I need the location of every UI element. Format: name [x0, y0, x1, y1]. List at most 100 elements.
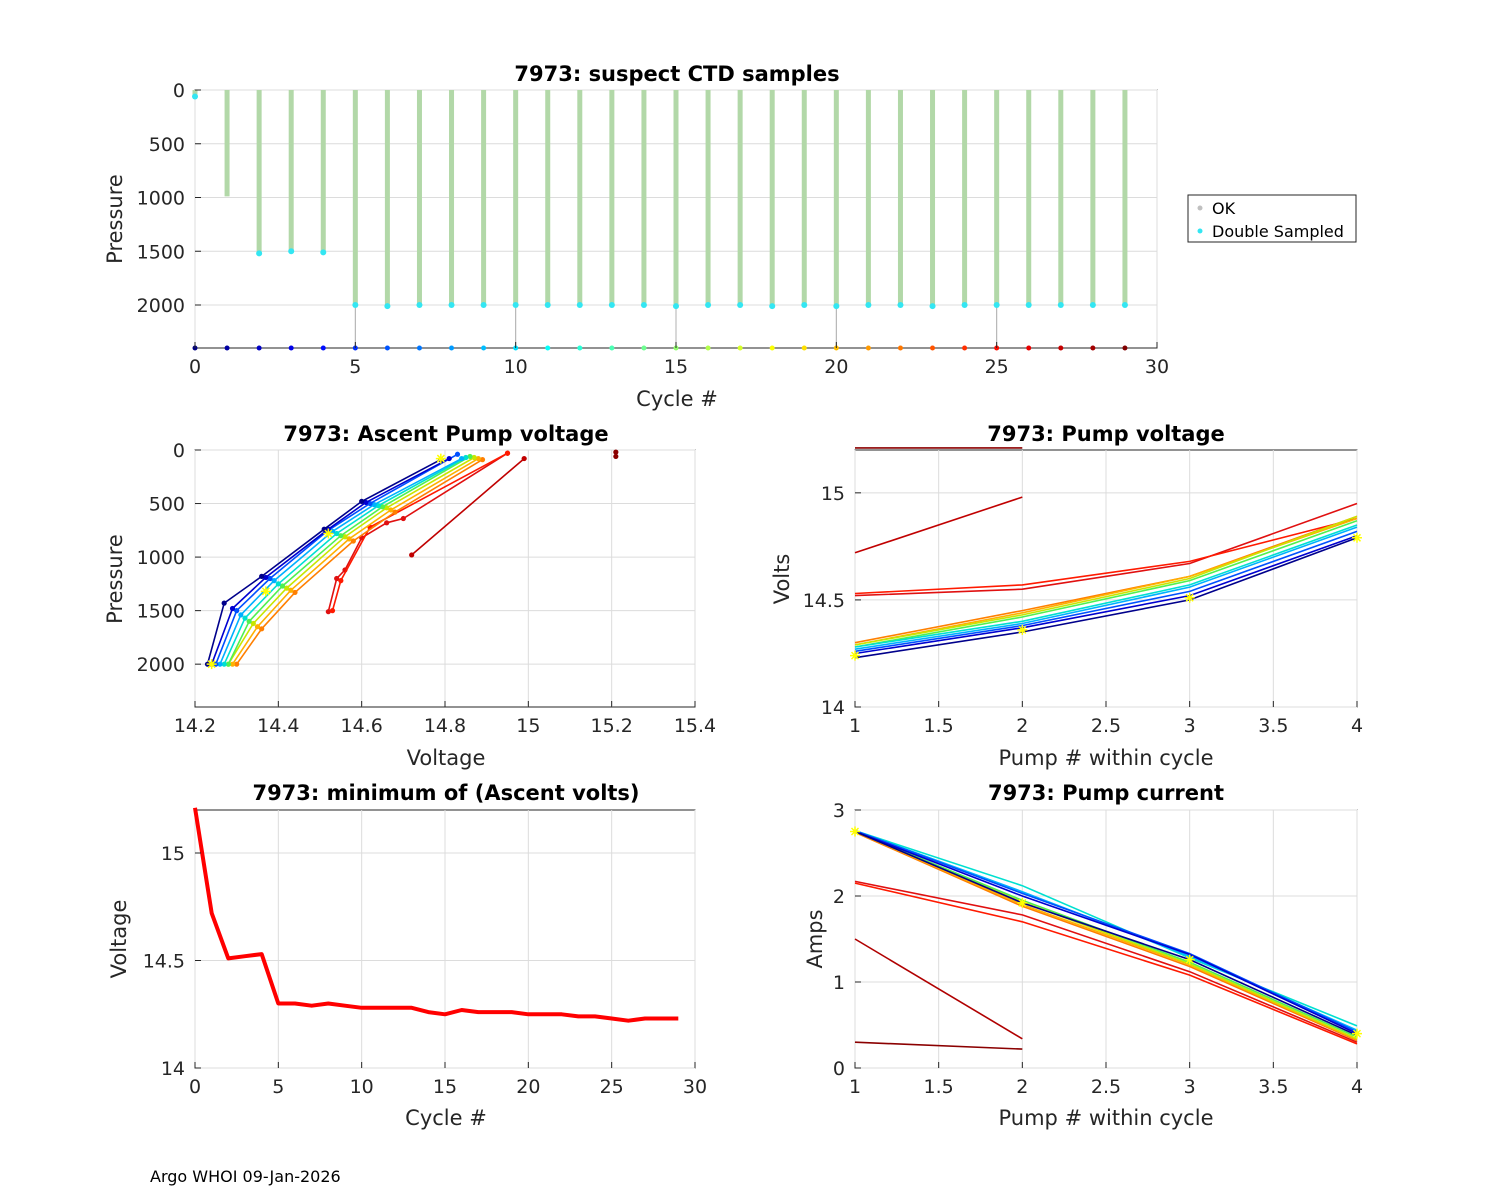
ascent-marks: [204, 449, 619, 670]
ctd-y-tick-label: 0: [173, 80, 185, 102]
min-ascent-marks: [193, 807, 679, 1023]
double-sampled-point: [608, 302, 615, 308]
pump-voltage-x-tick-label: 4: [1351, 715, 1363, 737]
ascent-y-tick-label: 0: [173, 440, 185, 462]
ascent-series-point: [471, 454, 477, 461]
ascent-series-point: [446, 455, 452, 462]
pump-voltage-panel: 1 1.5 2 2.5 3 3.5 4 14 14.5 15 7973: Pump voltag…: [770, 422, 1363, 770]
ctd-x-tick-label: 30: [1145, 356, 1169, 378]
min-ascent-y-tick-label: 14: [161, 1058, 185, 1080]
cycle-color-marker: [384, 345, 390, 351]
pump-voltage-x-ticks: 1 1.5 2 2.5 3 3.5 4: [849, 701, 1363, 737]
ctd-legend: OK Double Sampled: [1187, 194, 1357, 243]
ascent-x-tick-label: 14.4: [257, 715, 299, 737]
cycle-color-marker: [256, 345, 262, 351]
ctd-marks: [192, 90, 1128, 351]
cycle-color-marker: [1058, 345, 1064, 351]
ascent-series-point: [229, 661, 236, 667]
pump-voltage-x-tick-label: 2.5: [1091, 715, 1121, 737]
ascent-series-point: [371, 502, 377, 508]
ascent-y-tick-label: 500: [149, 494, 185, 516]
double-sampled-point: [673, 303, 679, 310]
pump-voltage-series-line: [854, 537, 1358, 659]
pump-current-series-line: [854, 829, 1358, 1033]
ascent-series-line: [215, 453, 458, 665]
ascent-series-point: [409, 552, 415, 558]
cycle-color-marker: [416, 345, 422, 351]
ascent-series-point: [238, 612, 244, 618]
ascent-series-point: [375, 503, 381, 509]
pump-current-chart-title: 7973: Pump current: [988, 781, 1224, 805]
double-sampled-point: [705, 302, 712, 308]
cycle-color-marker: [801, 345, 807, 351]
ctd-y-axis-label: Pressure: [103, 174, 127, 264]
min-ascent-y-tick-label: 15: [161, 843, 185, 865]
pump-current-x-ticks: 1 1.5 2 2.5 3 3.5 4: [849, 1062, 1363, 1098]
ctd-samples-panel: 0 5 10 15 20 25 30 0 500 1000 1500 2000 7973: susp…: [103, 62, 1357, 411]
double-sampled-point: [801, 302, 808, 308]
pump-current-series-line: [854, 938, 1023, 1040]
cycle-color-marker: [705, 345, 711, 351]
pump-current-y-ticks: 0 1 2 3: [833, 800, 861, 1080]
pump-current-y-axis-label: Amps: [803, 909, 827, 968]
min-ascent-series-line: [193, 807, 679, 1023]
ctd-x-tick-label: 25: [985, 356, 1009, 378]
double-sampled-point: [833, 303, 840, 310]
ascent-y-ticks: 0 500 1000 1500 2000: [137, 440, 201, 676]
ctd-y-ticks: 0 500 1000 1500 2000: [137, 80, 201, 317]
ascent-series-point: [217, 661, 223, 667]
min-ascent-x-tick-label: 15: [433, 1076, 457, 1098]
ascent-series-point: [400, 515, 406, 522]
ascent-series-point: [267, 575, 273, 582]
ascent-series-point: [263, 574, 269, 581]
ascent-series-line: [223, 456, 467, 665]
pump-voltage-x-tick-label: 3.5: [1258, 715, 1288, 737]
ctd-x-tick-label: 0: [189, 356, 201, 378]
ascent-series-line: [236, 458, 483, 665]
pump-voltage-y-tick-label: 15: [821, 483, 845, 505]
legend-double-sampled-marker: [1197, 228, 1203, 234]
pump-voltage-x-tick-label: 3: [1184, 715, 1196, 737]
double-sampled-point: [865, 302, 872, 308]
pump-current-highlight-marker: [1017, 897, 1028, 908]
ascent-series-point: [284, 585, 290, 591]
ascent-series-point: [479, 457, 486, 463]
ascent-series-point: [392, 509, 398, 515]
ctd-y-tick-label: 1500: [137, 241, 185, 263]
double-sampled-point: [320, 249, 327, 256]
ascent-series-point: [346, 536, 352, 542]
ascent-series-point: [504, 450, 511, 456]
pump-current-grid: [854, 809, 1358, 1069]
cycle-color-marker: [737, 345, 743, 351]
ascent-x-tick-label: 15.4: [674, 715, 716, 737]
ascent-series-point: [334, 575, 340, 582]
ascent-y-axis-label: Pressure: [103, 534, 127, 624]
pump-current-x-axis-label: Pump # within cycle: [999, 1106, 1214, 1130]
cycle-color-marker: [962, 345, 968, 351]
ascent-series-point: [367, 500, 373, 507]
pump-current-y-tick-label: 3: [833, 800, 845, 822]
min-ascent-x-tick-label: 0: [189, 1076, 201, 1098]
pump-current-marks: [850, 826, 1362, 1050]
double-sampled-point: [1121, 302, 1128, 308]
ctd-y-tick-label: 1000: [137, 188, 185, 210]
double-sampled-point: [1025, 302, 1032, 308]
pump-voltage-series-line: [854, 519, 1358, 648]
ascent-series-point: [329, 608, 336, 614]
legend-ok-label: OK: [1212, 199, 1236, 218]
ascent-series-point: [459, 455, 465, 462]
ascent-x-tick-label: 14.2: [174, 715, 216, 737]
pump-voltage-series-line: [854, 496, 1023, 554]
ascent-x-ticks: 14.2 14.4 14.6 14.8 15 15.2 15.4: [174, 701, 716, 737]
pump-voltage-x-axis-label: Pump # within cycle: [999, 746, 1214, 770]
ctd-x-tick-label: 10: [504, 356, 528, 378]
cycle-color-marker: [930, 345, 936, 351]
double-sampled-point: [288, 248, 295, 255]
ascent-series-point: [363, 499, 369, 506]
cycle-color-marker: [609, 345, 615, 351]
ascent-series-point: [234, 608, 240, 614]
ascent-y-tick-label: 2000: [137, 654, 185, 676]
ascent-series-point: [384, 505, 390, 511]
min-ascent-y-axis-label: Voltage: [107, 900, 131, 979]
